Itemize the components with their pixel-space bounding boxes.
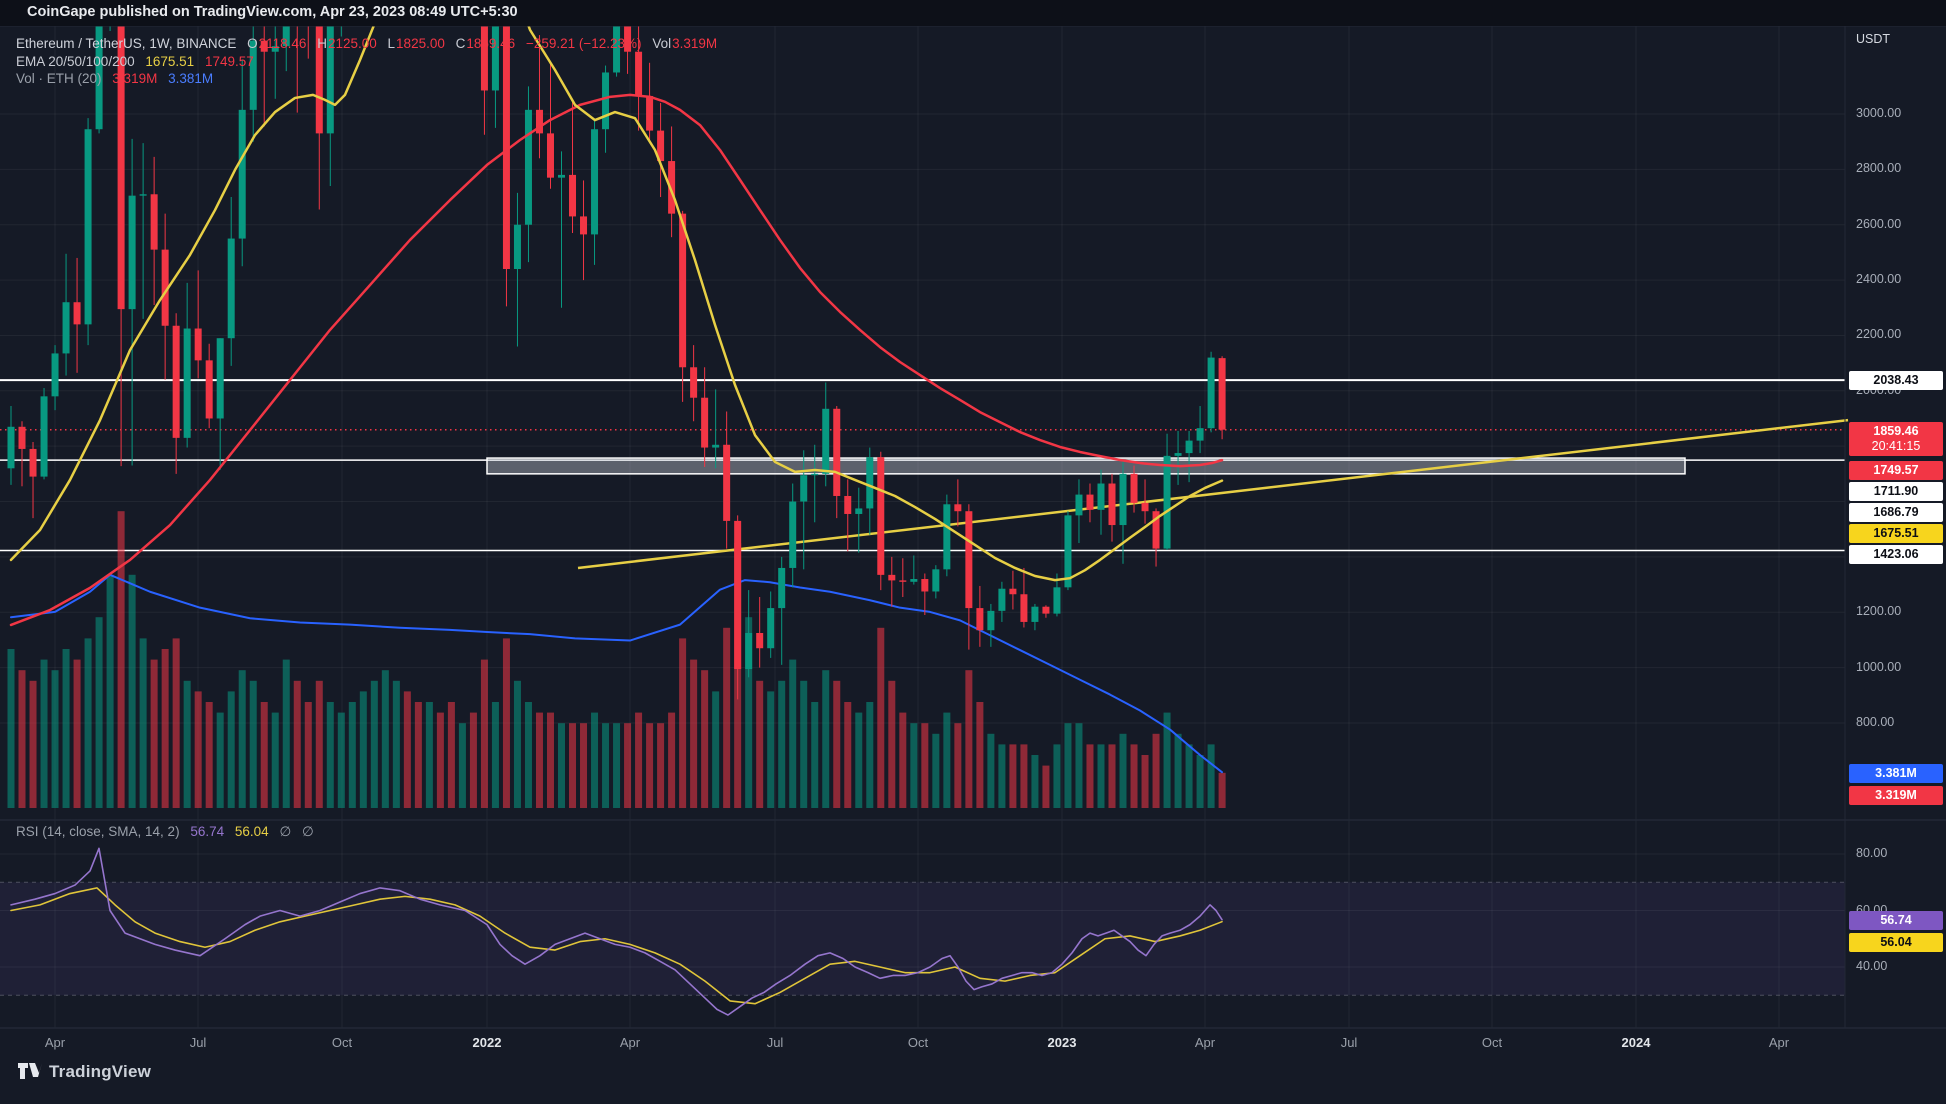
countdown-timer: 20:41:15 xyxy=(1871,439,1921,453)
ohlc-high-label: H xyxy=(317,36,327,51)
price-label-1675.51: 1675.51 xyxy=(1849,523,1943,543)
price-label-1423.06: 1423.06 xyxy=(1849,544,1943,564)
ohlc-close-value: 1859.46 xyxy=(466,36,516,51)
rsi-tick-40: 40.00 xyxy=(1856,959,1888,973)
time-label-Jul-775: Jul xyxy=(766,1035,784,1050)
time-label-Apr-630: Apr xyxy=(619,1035,641,1050)
volume-label: Vol xyxy=(652,36,672,51)
price-label-3.381M: 3.381M xyxy=(1849,763,1943,783)
price-label-1686.79: 1686.79 xyxy=(1849,502,1943,522)
time-label-Apr-1205: Apr xyxy=(1194,1035,1216,1050)
time-label-Jul-198: Jul xyxy=(189,1035,207,1050)
rsi-line xyxy=(10,847,1223,1016)
time-label-2022-487: 2022 xyxy=(472,1035,502,1050)
legend-row-ema[interactable]: EMA 20/50/100/200 1675.51 1749.57 xyxy=(16,54,261,69)
change-value: −259.21 (−12.23%) xyxy=(525,36,642,51)
time-label-2024-1636: 2024 xyxy=(1621,1035,1651,1050)
price-label-2038.43: 2038.43 xyxy=(1849,370,1943,390)
price-label-1711.90: 1711.90 xyxy=(1849,481,1943,501)
rsi-sma-value: 56.04 xyxy=(234,824,269,839)
rsi-empty-1: ∅ xyxy=(279,824,292,839)
time-label-Apr-55: Apr xyxy=(44,1035,66,1050)
time-label-Oct-918: Oct xyxy=(907,1035,929,1050)
price-tick-3000: 3000.00 xyxy=(1856,106,1902,120)
time-label-Oct-1492: Oct xyxy=(1481,1035,1503,1050)
price-label-56.04: 56.04 xyxy=(1849,932,1943,952)
ascending-trendline[interactable] xyxy=(577,418,1849,570)
ohlc-close-label: C xyxy=(455,36,466,51)
attribution-bar: CoinGape published on TradingView.com, A… xyxy=(0,0,1946,26)
pane-dividers xyxy=(0,25,1946,1029)
price-tick-2400: 2400.00 xyxy=(1856,272,1902,287)
candles xyxy=(7,25,1226,700)
vol-ma-value: 3.381M xyxy=(168,71,214,86)
price-tick-2800: 2800.00 xyxy=(1856,161,1902,176)
ema-slow-line xyxy=(9,93,1224,627)
rsi-lines xyxy=(10,847,1223,1016)
legend-row-symbol[interactable]: Ethereum / TetherUS, 1W, BINANCE O2118.4… xyxy=(16,36,724,51)
price-label-56.74: 56.74 xyxy=(1849,910,1943,930)
price-label-1859.46: 1859.46 20:41:15 xyxy=(1849,422,1943,456)
vol-indicator-label: Vol · ETH (20) xyxy=(16,71,102,86)
ema-slow-value: 1749.57 xyxy=(204,54,254,69)
price-tick-1000: 1000.00 xyxy=(1856,659,1902,674)
rsi-value: 56.74 xyxy=(190,824,225,839)
ema-fast-value: 1675.51 xyxy=(145,54,195,69)
vol-indicator-value: 3.319M xyxy=(112,71,158,86)
tradingview-brand: TradingView xyxy=(49,1062,152,1081)
rsi-label: RSI (14, close, SMA, 14, 2) xyxy=(16,824,180,839)
price-label-1749.57: 1749.57 xyxy=(1849,460,1943,480)
price-scale-currency: USDT xyxy=(1856,32,1891,46)
time-label-Apr-1779: Apr xyxy=(1768,1035,1790,1050)
price-label-3.319M: 3.319M xyxy=(1849,785,1943,805)
ohlc-open-value: 2118.46 xyxy=(258,36,307,51)
footer: TradingView xyxy=(18,1061,151,1083)
rsi-band xyxy=(0,853,1845,996)
time-label-Jul-1349: Jul xyxy=(1340,1035,1358,1050)
price-tick-800: 800.00 xyxy=(1856,714,1895,729)
price-tick-2600: 2600.00 xyxy=(1856,216,1902,231)
legend-row-volume[interactable]: Vol · ETH (20) 3.319M 3.381M xyxy=(16,71,220,86)
volume-value: 3.319M xyxy=(672,36,718,51)
ema-label: EMA 20/50/100/200 xyxy=(16,54,135,69)
volume-bars xyxy=(7,511,1226,808)
rsi-tick-80: 80.00 xyxy=(1856,846,1888,860)
price-tick-2200: 2200.00 xyxy=(1856,327,1902,342)
price-tick-1200: 1200.00 xyxy=(1856,604,1902,619)
resistance-zone[interactable] xyxy=(486,457,1686,475)
time-label-2023-1062: 2023 xyxy=(1047,1035,1077,1050)
ohlc-low-value: 1825.00 xyxy=(396,36,445,51)
ohlc-open-label: O xyxy=(247,36,258,51)
symbol-title: Ethereum / TetherUS, 1W, BINANCE xyxy=(16,36,237,51)
gridlines xyxy=(0,25,1845,1028)
price-levels xyxy=(0,379,1849,570)
legend-row-rsi[interactable]: RSI (14, close, SMA, 14, 2) 56.74 56.04 … xyxy=(16,824,321,840)
ema-fast-line xyxy=(9,25,1224,582)
tradingview-logo[interactable] xyxy=(18,1061,42,1083)
rsi-empty-2: ∅ xyxy=(301,824,314,839)
time-label-Oct-342: Oct xyxy=(331,1035,353,1050)
ohlc-high-value: 2125.00 xyxy=(327,36,377,51)
ohlc-low-label: L xyxy=(387,36,396,51)
volume-ma-line xyxy=(10,573,1223,774)
ema-lines xyxy=(9,25,1224,627)
rsi-sma-line xyxy=(10,887,1223,1005)
attribution-text: CoinGape published on TradingView.com, A… xyxy=(27,4,518,20)
